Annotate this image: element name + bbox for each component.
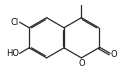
Text: HO: HO (6, 49, 19, 58)
Text: O: O (78, 59, 85, 68)
Text: O: O (110, 50, 117, 59)
Text: Cl: Cl (11, 18, 19, 27)
